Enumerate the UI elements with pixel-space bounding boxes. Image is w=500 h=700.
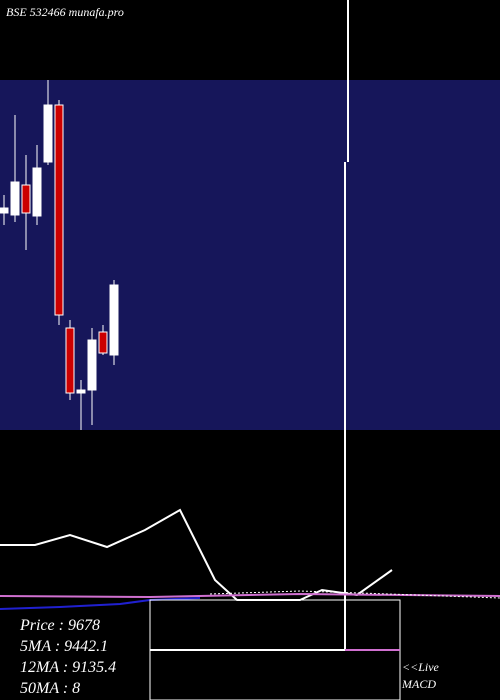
candle-body xyxy=(21,184,31,214)
price-panel xyxy=(0,80,500,430)
ma-line xyxy=(0,592,500,599)
info-text: 50MA : 8 xyxy=(20,680,80,697)
candle-body xyxy=(76,389,86,394)
candle-body xyxy=(10,181,20,216)
candle-body xyxy=(32,167,42,217)
candle-body xyxy=(65,327,75,394)
info-text: Price : 9678 xyxy=(19,617,100,634)
info-text: 12MA : 9135.4 xyxy=(20,659,116,676)
candle-body xyxy=(0,207,9,214)
candle-body xyxy=(109,284,119,356)
candle-body xyxy=(43,104,53,163)
chart-title: BSE 532466 munafa.pro xyxy=(6,5,124,19)
macd-label: MACD xyxy=(401,677,436,691)
candle-body xyxy=(87,339,97,391)
candle-body xyxy=(98,331,108,354)
candle-body xyxy=(54,104,64,316)
ma-line xyxy=(0,597,201,610)
live-link[interactable]: <<Live xyxy=(402,660,440,674)
ma-line xyxy=(209,590,500,599)
indicator-line xyxy=(0,508,393,601)
info-text: 5MA : 9442.1 xyxy=(20,638,108,655)
